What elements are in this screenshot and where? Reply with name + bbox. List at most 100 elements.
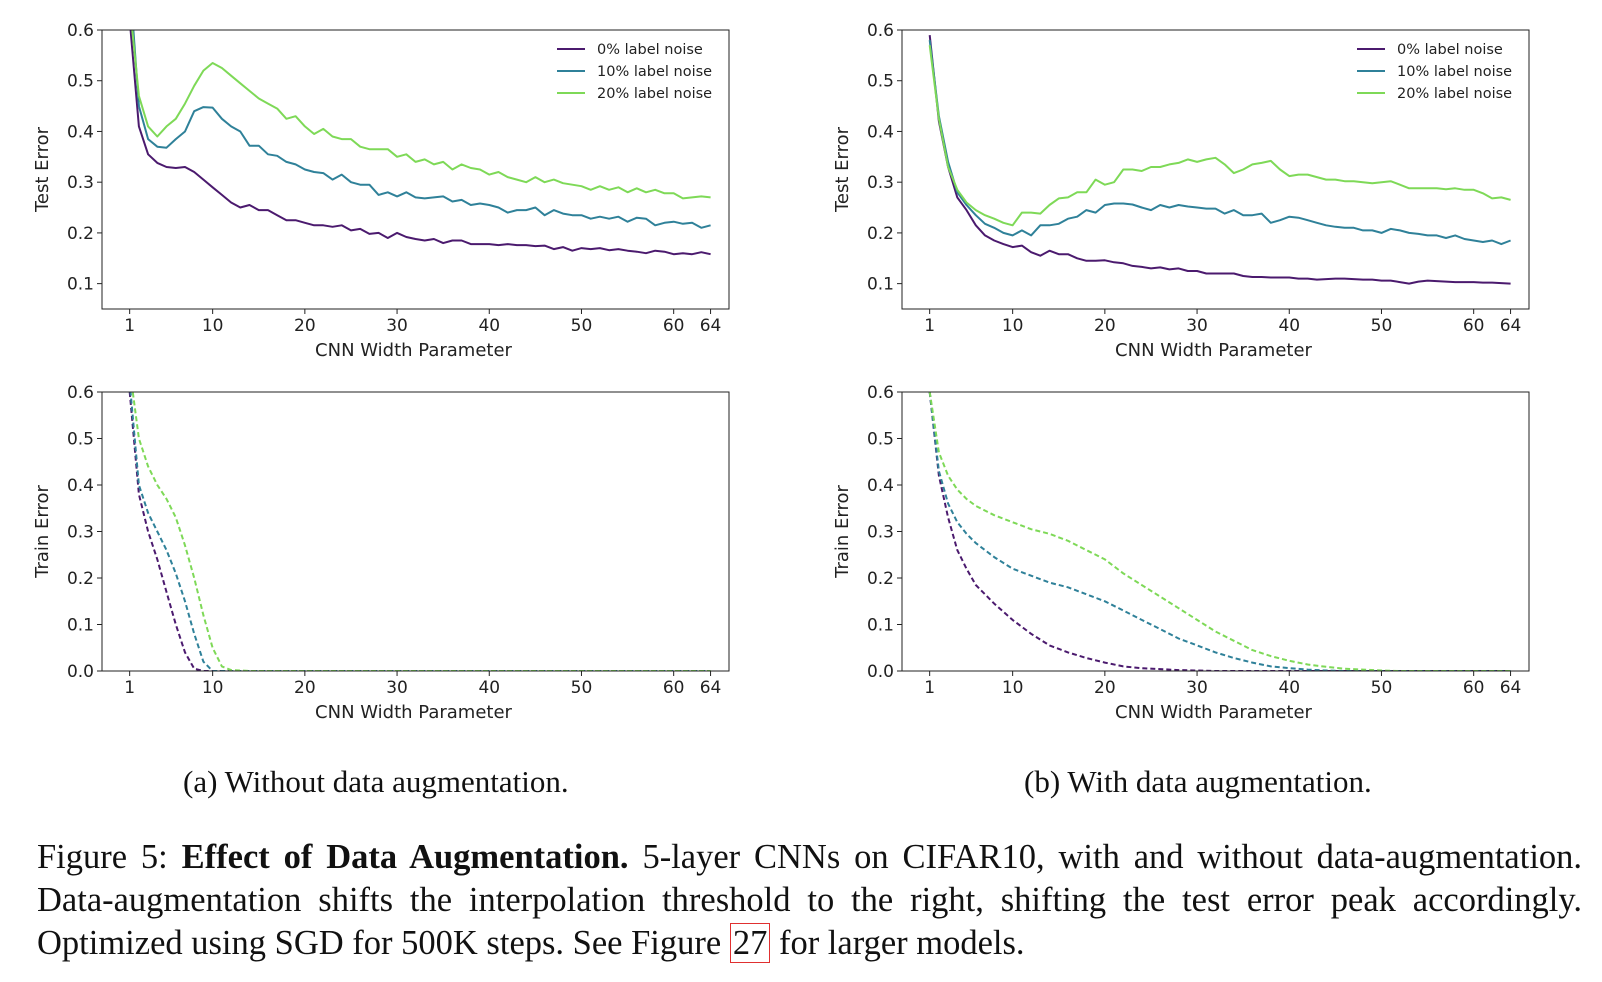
y-tick-label: 0.4 — [867, 122, 894, 142]
y-tick-label: 0.0 — [67, 662, 94, 682]
y-tick-label: 0.3 — [867, 523, 894, 543]
subcaption-b: (b) With data augmentation. — [1024, 764, 1372, 799]
subplot-train-no-aug: 1 10 20 30 40 50 60 64 0.0 0.1 0.2 0.3 0.4 0.5 0.6 CNN … — [32, 383, 730, 723]
y-tick-label: 0.5 — [67, 72, 94, 92]
caption-label: Figure 5: — [37, 838, 168, 876]
x-tick-label: 50 — [571, 316, 593, 336]
y-tick-label: 0.6 — [67, 21, 94, 41]
y-tick-label: 0.5 — [67, 430, 94, 450]
y-tick-label: 0.4 — [867, 476, 894, 496]
figure-caption: Figure 5: Effect of Data Augmentation. 5… — [37, 836, 1582, 965]
y-tick-label: 0.6 — [867, 21, 894, 41]
y-tick-label: 0.2 — [867, 569, 894, 589]
x-tick-label: 1 — [124, 678, 135, 698]
x-tick-label: 1 — [924, 678, 935, 698]
series-line-1 — [928, 39, 1511, 246]
y-tick-label: 0.3 — [67, 173, 94, 193]
series-line-2 — [131, 392, 711, 671]
y-axis-label: Train Error — [32, 485, 53, 579]
x-tick-label: 50 — [571, 678, 593, 698]
caption-title: Effect of Data Augmentation. — [181, 838, 629, 876]
subcaption-a: (a) Without data augmentation. — [183, 764, 569, 799]
subplot-train-aug: 1 10 20 30 40 50 60 64 0.0 0.1 0.2 0.3 0.4 0.5 0.6 CNN … — [832, 383, 1530, 723]
series-line-0 — [928, 392, 1511, 671]
x-tick-label: 50 — [1371, 316, 1393, 336]
y-axis-label: Test Error — [32, 126, 53, 213]
series-line-0 — [928, 34, 1511, 285]
series-group — [129, 30, 711, 256]
x-tick-label: 40 — [478, 678, 500, 698]
y-tick-label: 0.6 — [867, 383, 894, 403]
plot-frame — [101, 29, 730, 310]
x-axis-label: CNN Width Parameter — [315, 340, 512, 361]
x-tick-label: 20 — [1094, 678, 1116, 698]
y-tick-label: 0.0 — [867, 662, 894, 682]
y-tick-label: 0.4 — [67, 122, 94, 142]
y-tick-label: 0.1 — [67, 275, 94, 295]
x-axis-label: CNN Width Parameter — [315, 702, 512, 723]
y-axis-label: Train Error — [832, 485, 853, 579]
series-group — [928, 392, 1511, 671]
y-tick-label: 0.2 — [67, 224, 94, 244]
x-tick-label: 64 — [1500, 316, 1522, 336]
y-tick-label: 0.1 — [867, 616, 894, 636]
x-axis-label: CNN Width Parameter — [1115, 340, 1312, 361]
legend: 0% label noise 10% label noise 20% label n… — [1357, 42, 1512, 102]
x-tick-label: 60 — [1463, 678, 1485, 698]
y-axis-label: Test Error — [832, 126, 853, 213]
subplot-test-aug: 1 10 20 30 40 50 60 64 0.1 0.2 0.3 0.4 0.5 0.6 CNN Wid… — [832, 21, 1530, 361]
x-tick-label: 40 — [1278, 678, 1300, 698]
legend-label: 10% label noise — [1397, 64, 1512, 80]
y-tick-label: 0.6 — [67, 383, 94, 403]
y-tick-label: 0.3 — [67, 523, 94, 543]
x-tick-label: 50 — [1371, 678, 1393, 698]
x-tick-label: 30 — [386, 678, 408, 698]
series-group — [928, 34, 1511, 285]
series-line-0 — [128, 392, 711, 671]
y-tick-label: 0.1 — [867, 275, 894, 295]
x-tick-label: 20 — [294, 678, 316, 698]
x-axis-label: CNN Width Parameter — [1115, 702, 1312, 723]
subplot-test-no-aug: 1 10 20 30 40 50 60 64 0.1 0.2 0.3 0.4 0.5 0.6 CNN Wid… — [32, 21, 730, 361]
plot-frame — [901, 391, 1530, 672]
legend-label: 10% label noise — [597, 64, 712, 80]
y-tick-label: 0.5 — [867, 72, 894, 92]
series-line-1 — [129, 392, 711, 671]
figure: 1 10 20 30 40 50 60 64 0.1 0.2 0.3 0.4 0.5 0.6 CNN Wid… — [32, 21, 1530, 723]
y-tick-label: 0.4 — [67, 476, 94, 496]
x-tick-label: 40 — [478, 316, 500, 336]
x-tick-label: 30 — [386, 316, 408, 336]
x-tick-label: 40 — [1278, 316, 1300, 336]
x-tick-label: 64 — [700, 678, 722, 698]
x-tick-label: 60 — [663, 678, 685, 698]
y-tick-label: 0.2 — [67, 569, 94, 589]
x-tick-label: 1 — [124, 316, 135, 336]
series-line-0 — [129, 30, 711, 256]
series-line-2 — [928, 392, 1511, 671]
y-tick-label: 0.3 — [867, 173, 894, 193]
y-tick-label: 0.2 — [867, 224, 894, 244]
x-tick-label: 20 — [294, 316, 316, 336]
legend: 0% label noise 10% label noise 20% label n… — [557, 42, 712, 102]
x-tick-label: 10 — [202, 316, 224, 336]
x-tick-label: 10 — [1002, 316, 1024, 336]
legend-label: 20% label noise — [597, 86, 712, 102]
legend-label: 20% label noise — [1397, 86, 1512, 102]
series-group — [128, 392, 711, 671]
legend-label: 0% label noise — [1397, 42, 1503, 58]
caption-text-end: for larger models. — [778, 924, 1025, 962]
series-line-1 — [928, 392, 1511, 671]
x-tick-label: 60 — [663, 316, 685, 336]
x-tick-label: 30 — [1186, 678, 1208, 698]
x-tick-label: 20 — [1094, 316, 1116, 336]
figure-reference-link[interactable]: 27 — [729, 923, 771, 963]
legend-label: 0% label noise — [597, 42, 703, 58]
series-line-1 — [132, 30, 711, 229]
y-tick-label: 0.5 — [867, 430, 894, 450]
x-tick-label: 64 — [700, 316, 722, 336]
x-tick-label: 10 — [202, 678, 224, 698]
caption-text: 5-layer CNNs on CIFAR10, with and withou… — [37, 838, 1583, 962]
series-line-2 — [131, 30, 711, 200]
plot-frame — [901, 29, 1530, 310]
y-tick-label: 0.1 — [67, 616, 94, 636]
